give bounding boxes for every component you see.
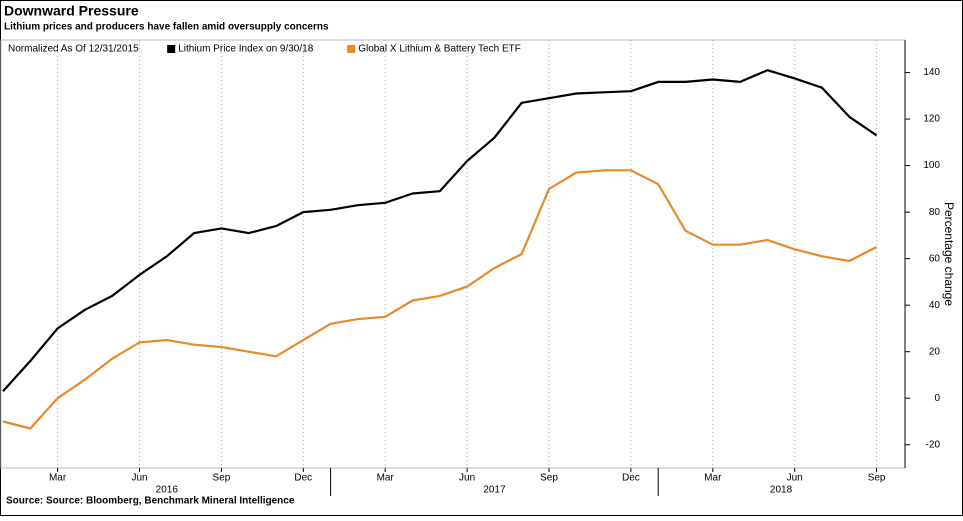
x-tick-label: Jun	[459, 473, 475, 484]
x-tick-label: Dec	[294, 473, 312, 484]
y-tick-label: 80	[929, 207, 941, 218]
x-tick-label: Mar	[377, 473, 395, 484]
chart-title: Downward Pressure	[4, 3, 139, 19]
legend-swatch	[347, 45, 356, 53]
y-tick-label: 20	[929, 346, 941, 357]
x-tick-label: Jun	[787, 473, 803, 484]
x-tick-label: Sep	[213, 473, 231, 484]
y-tick-label: 100	[923, 160, 940, 171]
series-line	[2, 69, 878, 392]
source: Source: Source: Bloomberg, Benchmark Min…	[6, 496, 295, 507]
x-tick-label: Sep	[868, 473, 886, 484]
plot-area	[0, 39, 906, 469]
x-tick-label: Sep	[540, 473, 558, 484]
year-label: 2017	[483, 485, 506, 496]
legend-note: Normalized As Of 12/31/2015	[8, 44, 139, 55]
y-tick-label: 140	[923, 67, 940, 78]
legend-label: Global X Lithium & Battery Tech ETF	[358, 44, 521, 55]
y-tick-label: -20	[926, 439, 941, 450]
legend-swatch	[167, 45, 176, 53]
y-tick-label: 120	[923, 114, 940, 125]
y-tick-label: 60	[929, 253, 941, 264]
x-tick-label: Dec	[622, 473, 640, 484]
x-tick-label: Mar	[704, 473, 722, 484]
y-tick-label: 40	[929, 300, 941, 311]
year-label: 2018	[770, 485, 793, 496]
series-line	[2, 169, 878, 430]
y-tick-label: 0	[934, 393, 940, 404]
legend-label: Lithium Price Index on 9/30/18	[178, 44, 314, 55]
chart-subtitle: Lithium prices and producers have fallen…	[4, 22, 329, 33]
y-axis-label: Percentage change	[942, 202, 956, 306]
x-tick-label: Jun	[131, 473, 147, 484]
year-label: 2016	[156, 485, 179, 496]
x-tick-label: Mar	[49, 473, 67, 484]
